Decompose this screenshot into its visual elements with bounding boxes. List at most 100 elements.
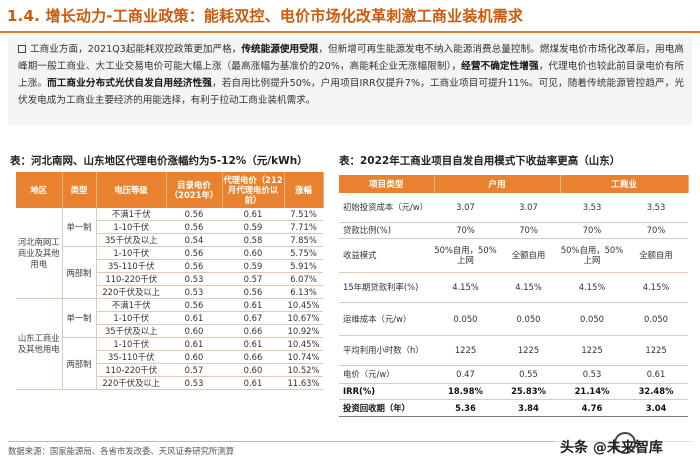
voltage-cell: 不满1千伏 [96, 208, 166, 222]
table-row: 平均利用小时数（h） 1225 1225 1225 1225 [339, 335, 689, 366]
row-label: 投资回收期（年） [339, 399, 434, 417]
table-header-row: 地区 类型 电压等级 目录电价（2021年） 代理电价（212月代理电价以前） … [16, 172, 324, 208]
catalog-price-cell: 0.57 [166, 363, 222, 378]
row-label: 电价（元/w） [339, 365, 434, 384]
row-label: 平均利用小时数（h） [339, 335, 434, 366]
value-cell: 1225 [434, 335, 497, 366]
summary-text-3: ，代理电价也较此前目录电价有所上涨。 [18, 61, 685, 89]
col-header-commercial: 工商业 [560, 175, 689, 193]
catalog-price-cell: 0.53 [166, 376, 222, 391]
right-table-caption: 表：2022年工商业项目自发自用模式下收益率更高（山东） [339, 155, 621, 167]
value-cell: 1225 [560, 335, 625, 366]
value-cell: 3.07 [497, 193, 561, 223]
price-increase-table: 地区 类型 电压等级 目录电价（2021年） 代理电价（212月代理电价以前） … [16, 172, 324, 391]
col-header-voltage: 电压等级 [96, 172, 167, 208]
type-cell: 两部制 [62, 337, 97, 391]
value-cell: 50%自用，50%上网 [560, 238, 625, 273]
agent-price-cell: 0.60 [222, 363, 284, 378]
value-cell: 4.15% [434, 272, 497, 303]
value-cell: 0.050 [560, 302, 625, 336]
value-cell: 18.98% [434, 383, 497, 400]
increase-cell: 10.45% [284, 337, 323, 352]
table-row: 220千伏及以上 0.53 0.61 11.63% [16, 376, 323, 391]
catalog-price-cell: 0.56 [166, 220, 222, 235]
value-cell: 0.55 [497, 365, 561, 384]
catalog-price-cell: 0.60 [166, 324, 222, 339]
value-cell: 0.050 [497, 302, 561, 336]
page-title: 1.4. 增长动力-工商业政策：能耗双控、电价市场化改革刺激工商业装机需求 [7, 7, 524, 25]
value-cell: 0.050 [434, 302, 497, 336]
voltage-cell: 35千伏及以上 [96, 324, 166, 339]
value-cell: 3.04 [624, 399, 689, 417]
table-row: IRR(%) 18.98% 25.83% 21.14% 32.48% [339, 383, 689, 400]
voltage-cell: 1-10千伏 [96, 337, 166, 352]
region-cell: 山东工商业及其他用电 [16, 298, 63, 391]
agent-price-cell: 0.61 [222, 376, 284, 391]
catalog-price-cell: 0.54 [166, 233, 222, 248]
type-cell: 单一制 [62, 208, 97, 248]
value-cell: 0.47 [434, 365, 497, 384]
catalog-price-cell: 0.60 [166, 350, 222, 365]
row-label: 15年期贷款利率(%) [339, 272, 434, 303]
voltage-cell: 35-110千伏 [96, 350, 166, 365]
col-header-project-type: 项目类型 [339, 175, 435, 193]
catalog-price-cell: 0.61 [166, 337, 222, 352]
agent-price-cell: 0.59 [222, 259, 284, 274]
increase-cell: 6.07% [284, 272, 323, 287]
table-row: 电价（元/w） 0.47 0.55 0.53 0.61 [339, 365, 689, 384]
catalog-price-cell: 0.56 [166, 259, 222, 274]
value-cell: 70% [434, 222, 497, 239]
voltage-cell: 1-10千伏 [96, 311, 166, 326]
summary-text-2: ，但新增可再生能源发电不纳入能源消费总量控制。燃煤发电价市场化改革后，用电高峰期… [18, 44, 685, 72]
summary-box: 工商业方面，2021Q3起能耗双控政策更加严格，传统能源使用受限，但新增可再生能… [8, 37, 692, 125]
value-cell: 4.15% [497, 272, 561, 303]
voltage-cell: 35千伏及以上 [96, 233, 166, 248]
row-label: IRR(%) [339, 383, 434, 400]
voltage-cell: 不满1千伏 [96, 298, 166, 313]
value-cell: 5.36 [434, 399, 497, 417]
value-cell: 25.83% [497, 383, 561, 400]
summary-bold-3: 而工商业分布式光伏自发自用经济性强 [47, 78, 212, 89]
table-row: 两部制 1-10千伏 0.56 0.60 5.75% [16, 246, 323, 300]
increase-cell: 10.45% [284, 298, 323, 313]
catalog-price-cell: 0.53 [166, 272, 222, 287]
value-cell: 3.53 [624, 193, 689, 223]
data-source: 数据来源：国家能源局、各省市发改委、天风证券研究所测算 [8, 446, 235, 456]
value-cell: 0.050 [624, 302, 689, 336]
table-row: 运维成本（元/w） 0.050 0.050 0.050 0.050 [339, 302, 689, 336]
catalog-price-cell: 0.61 [166, 311, 222, 326]
agent-price-cell: 0.66 [222, 324, 284, 339]
agent-price-cell: 0.56 [222, 285, 284, 300]
agent-price-cell: 0.58 [222, 233, 284, 248]
value-cell: 0.53 [560, 365, 625, 384]
table-row: 220千伏及以上 0.53 0.56 6.13% [16, 285, 323, 300]
agent-price-cell: 0.61 [222, 208, 284, 222]
table-row: 山东工商业及其他用电 单一制 不满1千伏 0.56 0.61 10.45% [16, 298, 323, 391]
table-row: 110-220千伏 0.53 0.57 6.07% [16, 272, 323, 287]
row-label: 运维成本（元/w） [339, 302, 434, 336]
agent-price-cell: 0.67 [222, 311, 284, 326]
type-cell: 单一制 [62, 298, 97, 339]
col-header-increase: 涨幅 [284, 172, 324, 208]
agent-price-cell: 0.57 [222, 272, 284, 287]
increase-cell: 10.52% [284, 363, 323, 378]
increase-cell: 5.75% [284, 246, 323, 261]
increase-cell: 7.51% [284, 208, 323, 222]
summary-text-1: 工商业方面，2021Q3起能耗双控政策更加严格， [30, 44, 242, 55]
table-row: 35千伏及以上 0.54 0.58 7.85% [16, 233, 323, 248]
table-row: 35-110千伏 0.60 0.66 10.74% [16, 350, 323, 365]
value-cell: 0.61 [624, 365, 689, 384]
col-header-household: 户用 [434, 175, 561, 193]
irr-comparison-table: 项目类型 户用 工商业 初始投资成本（元/w） 3.07 3.07 3.53 3… [339, 175, 689, 417]
value-cell: 3.53 [560, 193, 625, 223]
increase-cell: 10.92% [284, 324, 323, 339]
table-row: 两部制 1-10千伏 0.61 0.61 10.45% [16, 337, 323, 391]
col-header-region: 地区 [16, 172, 63, 208]
table-row: 15年期贷款利率(%) 4.15% 4.15% 4.15% 4.15% [339, 272, 689, 303]
table-row: 投资回收期（年） 5.36 3.84 4.76 3.04 [339, 399, 689, 417]
summary-bold-2: 经营不确定性增强 [461, 61, 539, 72]
table-row: 1-10千伏 0.61 0.67 10.67% [16, 311, 323, 326]
table-row: 35千伏及以上 0.60 0.66 10.92% [16, 324, 323, 339]
voltage-cell: 1-10千伏 [96, 246, 166, 261]
value-cell: 70% [624, 222, 689, 239]
